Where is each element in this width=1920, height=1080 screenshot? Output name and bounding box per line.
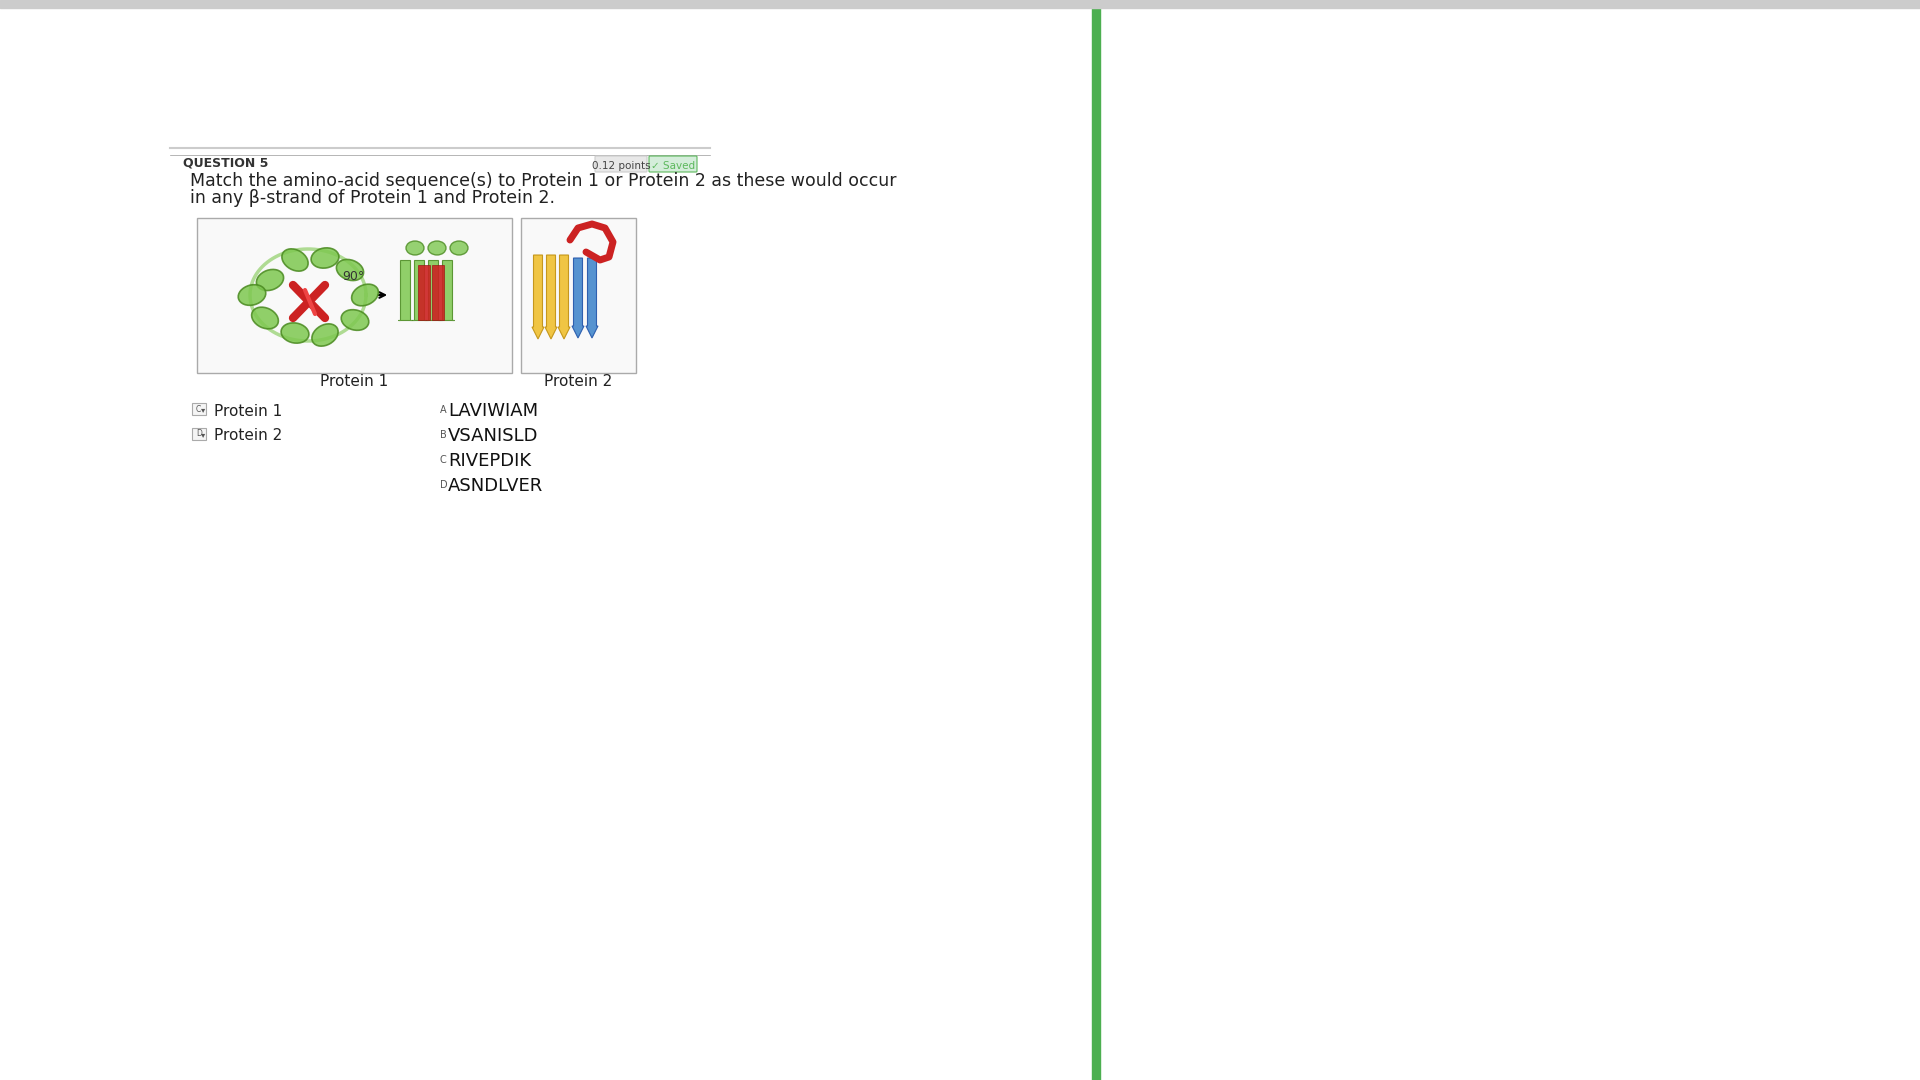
FancyArrow shape [586,258,597,338]
Ellipse shape [311,324,338,346]
Ellipse shape [351,284,378,306]
Text: ▾: ▾ [202,405,205,415]
Text: ▾: ▾ [202,431,205,440]
FancyArrow shape [440,260,453,320]
FancyBboxPatch shape [520,218,636,373]
Ellipse shape [280,323,309,343]
Text: ASNDLVER: ASNDLVER [447,477,543,495]
FancyBboxPatch shape [198,218,513,373]
Text: QUESTION 5: QUESTION 5 [182,156,269,168]
Text: C: C [440,455,447,465]
Ellipse shape [238,285,265,306]
Text: Match the amino-acid sequence(s) to Protein 1 or Protein 2 as these would occur: Match the amino-acid sequence(s) to Prot… [190,172,897,190]
Ellipse shape [282,248,307,271]
FancyArrow shape [545,255,557,339]
Text: Protein 1: Protein 1 [321,374,388,389]
FancyBboxPatch shape [192,403,205,415]
FancyArrow shape [572,258,584,338]
Text: B: B [440,430,447,440]
Bar [0,0,1920,8]
FancyArrow shape [559,255,570,339]
Bar [1092,0,1100,1080]
Text: A: A [440,405,447,415]
Ellipse shape [252,307,278,328]
FancyBboxPatch shape [192,428,205,440]
Ellipse shape [311,247,340,268]
Text: VSANISLD: VSANISLD [447,427,538,445]
Ellipse shape [428,241,445,255]
Ellipse shape [449,241,468,255]
FancyBboxPatch shape [649,156,697,172]
Bar [419,265,430,320]
Text: LAVIWIAM: LAVIWIAM [447,402,538,420]
FancyArrow shape [397,260,413,320]
Bar [432,265,444,320]
Text: ✓ Saved: ✓ Saved [651,161,695,171]
Text: D: D [440,480,447,490]
Text: 90°: 90° [342,270,365,283]
Ellipse shape [257,269,284,291]
Text: C: C [196,405,202,414]
Text: Protein 1: Protein 1 [213,404,282,418]
Ellipse shape [405,241,424,255]
Text: Protein 2: Protein 2 [543,374,612,389]
Text: Protein 2: Protein 2 [213,429,282,444]
FancyArrow shape [413,260,426,320]
FancyBboxPatch shape [595,156,647,172]
Text: 0.12 points: 0.12 points [591,161,651,171]
Ellipse shape [336,259,363,281]
FancyArrow shape [426,260,440,320]
Text: in any β-strand of Protein 1 and Protein 2.: in any β-strand of Protein 1 and Protein… [190,189,555,207]
Text: D: D [196,430,202,438]
FancyArrow shape [532,255,543,339]
Ellipse shape [342,310,369,330]
Text: RIVEPDIK: RIVEPDIK [447,453,532,470]
